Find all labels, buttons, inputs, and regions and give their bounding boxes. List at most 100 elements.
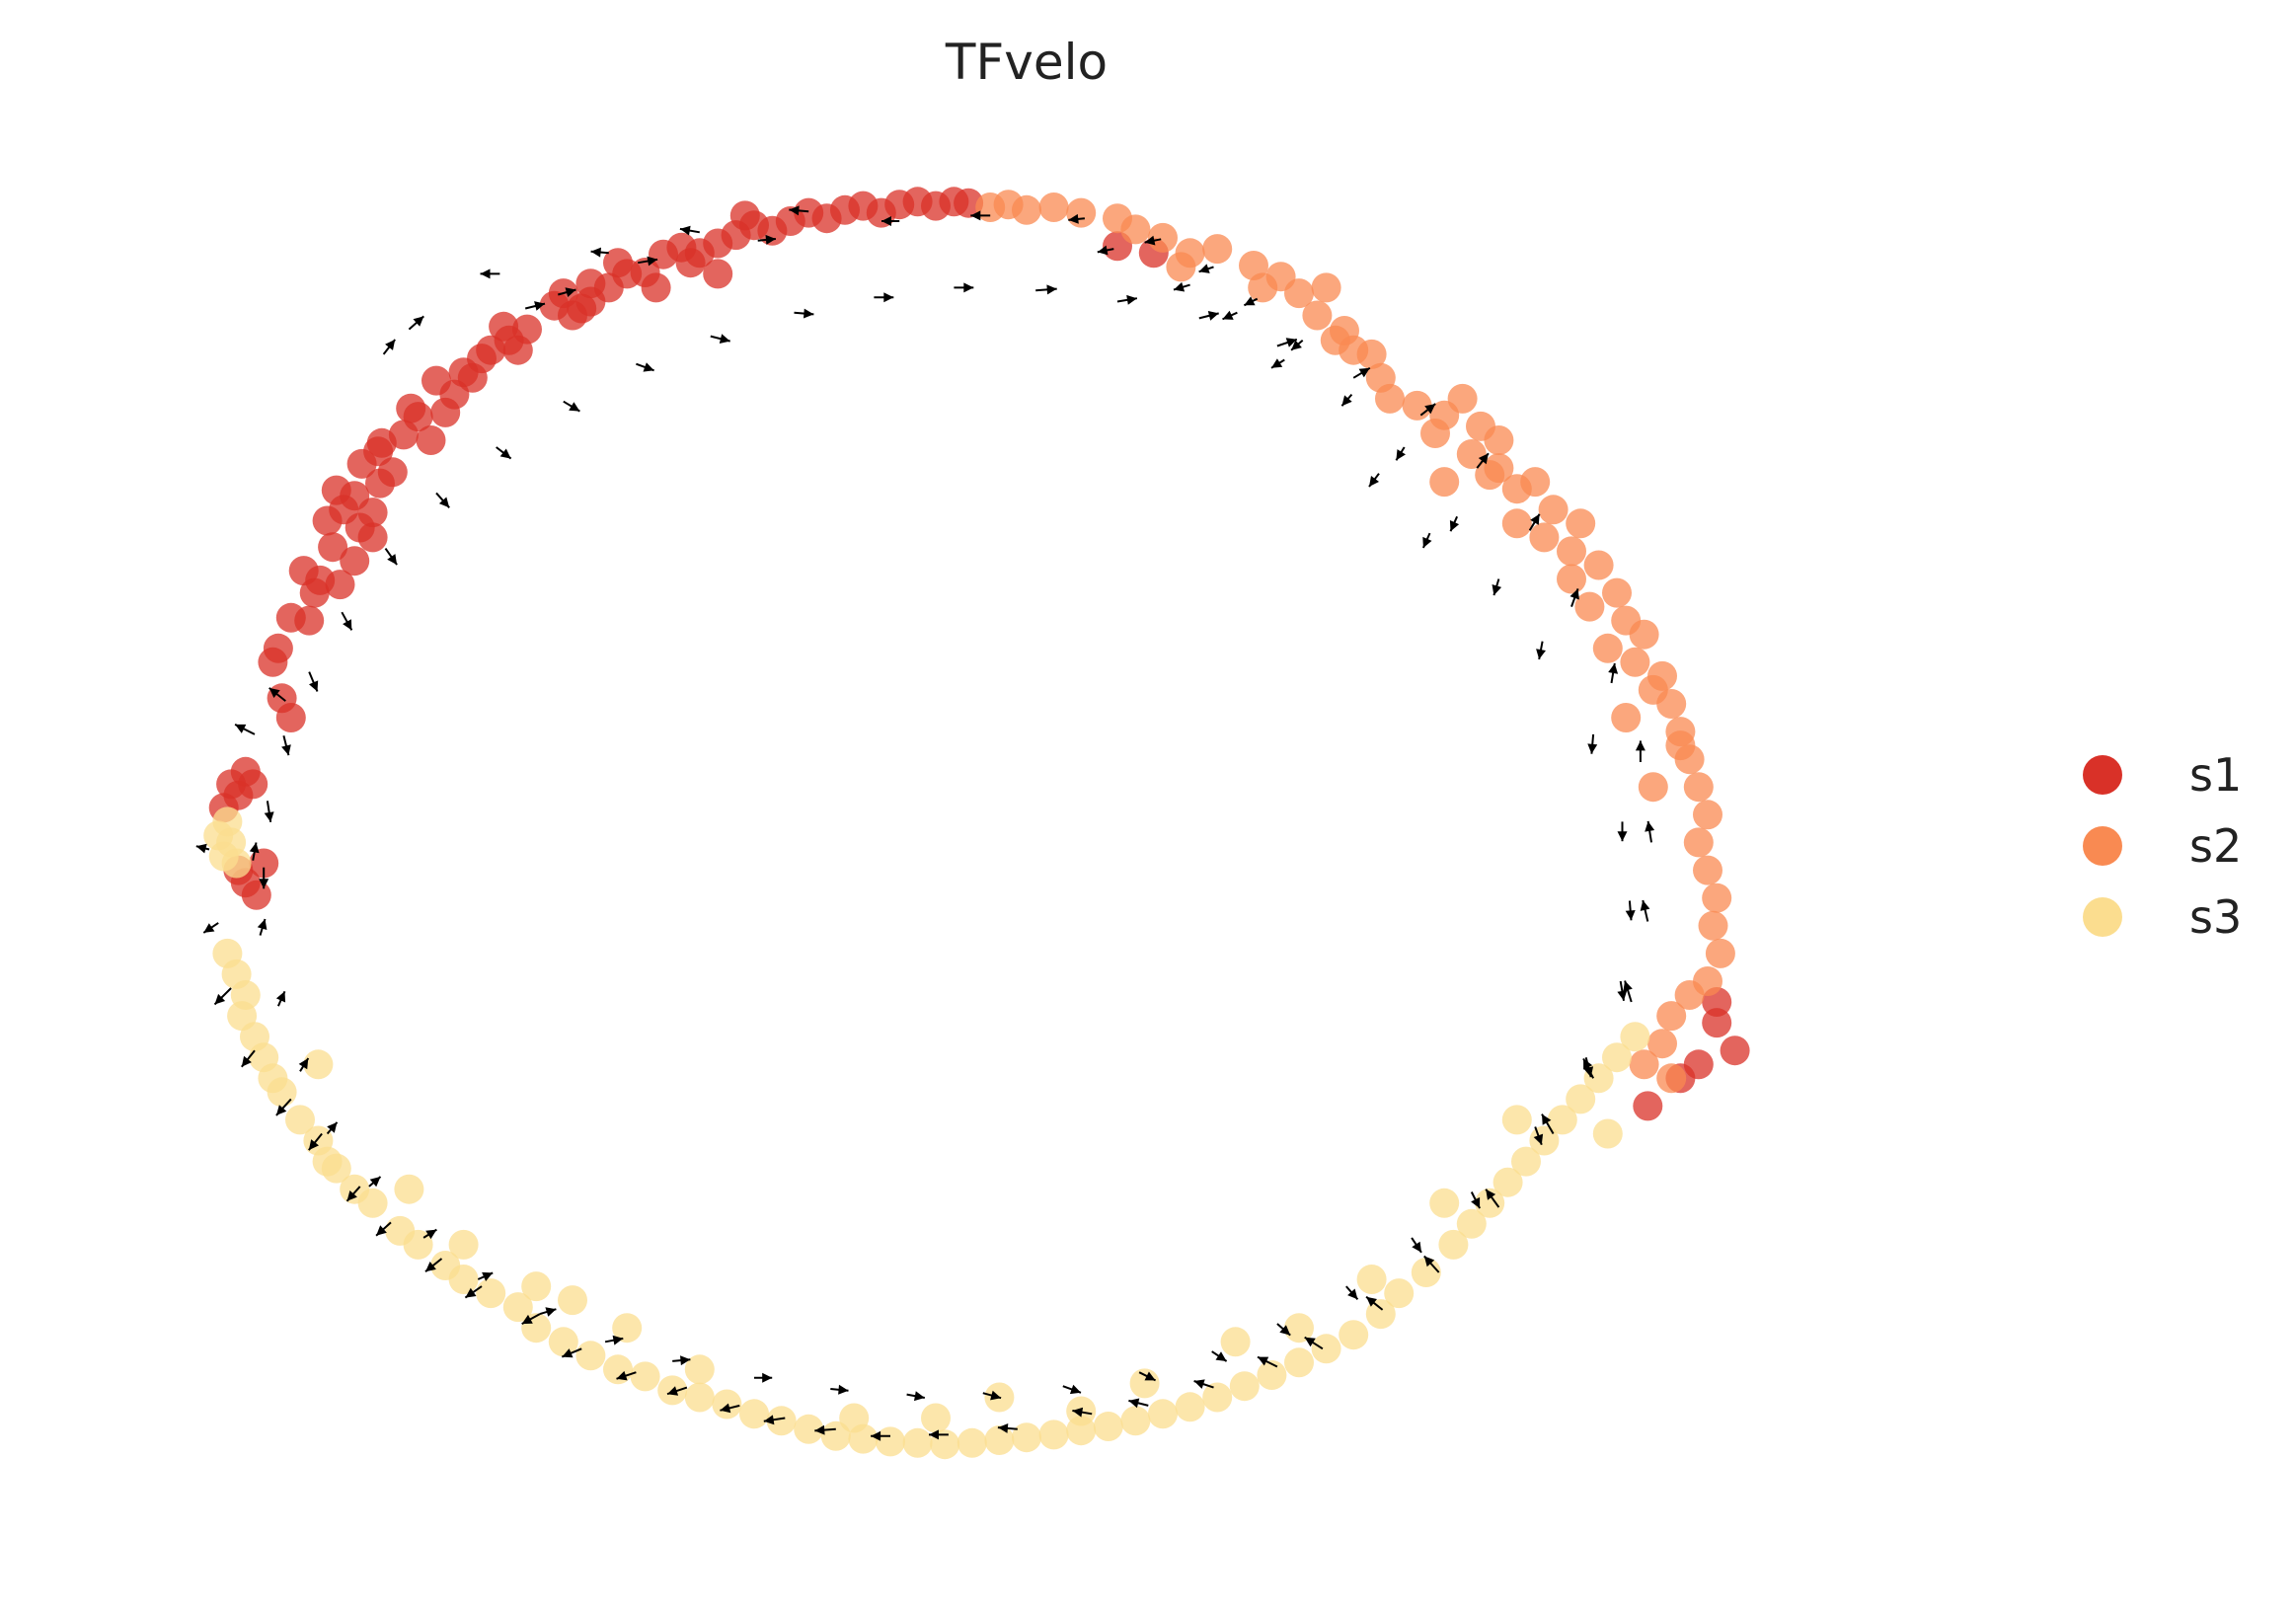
point-s1-17 xyxy=(340,546,370,576)
velocity-arrow-67 xyxy=(1144,235,1162,246)
velocity-arrow-102 xyxy=(257,918,268,936)
point-s2-4 xyxy=(1066,197,1097,228)
scatter-points xyxy=(203,187,1750,1460)
legend-label-s2: s2 xyxy=(2189,819,2242,873)
velocity-arrow-30 xyxy=(1541,1113,1555,1135)
velocity-arrow-111 xyxy=(1173,281,1190,292)
point-s1-79 xyxy=(357,522,388,553)
velocity-arrow-113 xyxy=(1270,358,1285,369)
point-s3-73 xyxy=(521,1271,552,1302)
velocity-arrow-64 xyxy=(881,216,900,226)
point-s1-55 xyxy=(575,286,606,317)
point-s3-34 xyxy=(794,1414,824,1444)
velocity-arrow-34 xyxy=(1645,820,1655,843)
point-s2-18 xyxy=(1356,339,1387,369)
point-s3-54 xyxy=(1339,1320,1369,1350)
velocity-arrow-0 xyxy=(234,724,256,735)
velocity-arrow-99 xyxy=(326,1121,339,1135)
point-s2-51 xyxy=(1698,910,1728,941)
velocity-arrow-107 xyxy=(558,287,576,297)
velocity-arrow-79 xyxy=(1617,980,1628,1001)
point-s3-51 xyxy=(1257,1360,1287,1390)
point-s1-26 xyxy=(357,498,388,528)
point-s3-83 xyxy=(1284,1313,1314,1343)
velocity-arrow-4 xyxy=(213,987,232,1006)
point-s3-60 xyxy=(1475,1188,1505,1218)
point-s3-4 xyxy=(221,848,252,879)
point-s3-43 xyxy=(1038,1420,1069,1450)
velocity-arrow-27 xyxy=(1365,1295,1384,1311)
point-s1-40 xyxy=(457,362,488,393)
point-s3-82 xyxy=(1220,1327,1251,1357)
point-s3-85 xyxy=(1429,1188,1460,1218)
point-s2-12 xyxy=(1284,278,1314,309)
velocity-arrow-9 xyxy=(375,1221,392,1237)
velocity-arrow-20 xyxy=(929,1429,949,1440)
point-s3-26 xyxy=(575,1341,606,1371)
point-s2-60 xyxy=(1638,772,1668,803)
velocity-arrow-41 xyxy=(1352,366,1371,379)
point-s3-42 xyxy=(1012,1422,1041,1453)
velocity-arrow-50 xyxy=(636,362,654,372)
point-s1-14 xyxy=(275,703,306,732)
point-s3-25 xyxy=(548,1327,578,1357)
point-s1-18 xyxy=(318,532,348,563)
point-s2-62 xyxy=(1592,633,1623,663)
velocity-arrow-80 xyxy=(1583,1056,1594,1078)
velocity-arrow-76 xyxy=(1587,733,1598,754)
point-s3-65 xyxy=(1566,1084,1596,1114)
point-s2-23 xyxy=(1420,419,1450,448)
legend-marker-s2 xyxy=(2083,826,2122,866)
point-s1-16 xyxy=(325,570,355,600)
point-s3-59 xyxy=(1456,1208,1487,1239)
point-s2-42 xyxy=(1656,689,1687,719)
point-s3-67 xyxy=(1602,1042,1632,1073)
point-s2-55 xyxy=(1656,1001,1687,1032)
velocity-arrow-84 xyxy=(1345,1285,1359,1300)
point-s3-27 xyxy=(603,1354,633,1385)
velocity-arrow-45 xyxy=(1035,284,1057,295)
velocity-arrow-91 xyxy=(830,1384,849,1395)
point-s2-49 xyxy=(1693,855,1722,885)
point-s2-25 xyxy=(1456,439,1487,469)
velocity-arrow-12 xyxy=(521,1313,541,1325)
velocity-arrow-44 xyxy=(1116,294,1138,305)
point-s3-50 xyxy=(1229,1371,1260,1402)
velocity-arrow-75 xyxy=(1536,641,1546,660)
point-s3-38 xyxy=(902,1427,933,1458)
velocity-arrow-62 xyxy=(679,225,700,236)
velocity-arrow-59 xyxy=(259,867,269,889)
point-s1-53 xyxy=(603,248,633,278)
velocity-arrow-36 xyxy=(1608,662,1619,684)
velocity-arrow-109 xyxy=(757,234,776,245)
point-s3-68 xyxy=(1620,1022,1650,1052)
point-s2-47 xyxy=(1693,800,1722,830)
velocity-arrow-73 xyxy=(1449,515,1460,532)
point-s2-68 xyxy=(1166,252,1196,282)
point-s2-6 xyxy=(1120,214,1151,245)
plot-area xyxy=(195,187,1750,1460)
point-s3-30 xyxy=(684,1382,715,1413)
point-s3-32 xyxy=(739,1399,769,1429)
velocity-arrow-68 xyxy=(1198,264,1214,273)
point-s3-56 xyxy=(1384,1278,1415,1309)
velocity-arrow-47 xyxy=(874,292,894,303)
velocity-arrow-18 xyxy=(814,1424,836,1435)
point-s1-45 xyxy=(502,335,533,365)
point-s2-13 xyxy=(1311,272,1341,303)
velocity-arrow-37 xyxy=(1569,588,1579,607)
velocity-arrow-115 xyxy=(1421,532,1432,549)
velocity-arrow-13 xyxy=(561,1347,582,1358)
velocity-arrow-57 xyxy=(281,735,291,756)
point-s2-29 xyxy=(1520,467,1551,498)
velocity-arrow-63 xyxy=(789,205,809,216)
velocity-arrow-15 xyxy=(666,1386,688,1396)
point-s3-33 xyxy=(766,1406,797,1436)
point-s1-30 xyxy=(377,457,408,488)
point-s3-53 xyxy=(1311,1334,1341,1364)
point-s2-35 xyxy=(1583,550,1614,580)
velocity-arrow-92 xyxy=(754,1372,773,1383)
velocity-arrow-65 xyxy=(970,210,991,221)
velocity-arrow-103 xyxy=(249,842,260,861)
point-s1-65 xyxy=(729,200,760,231)
